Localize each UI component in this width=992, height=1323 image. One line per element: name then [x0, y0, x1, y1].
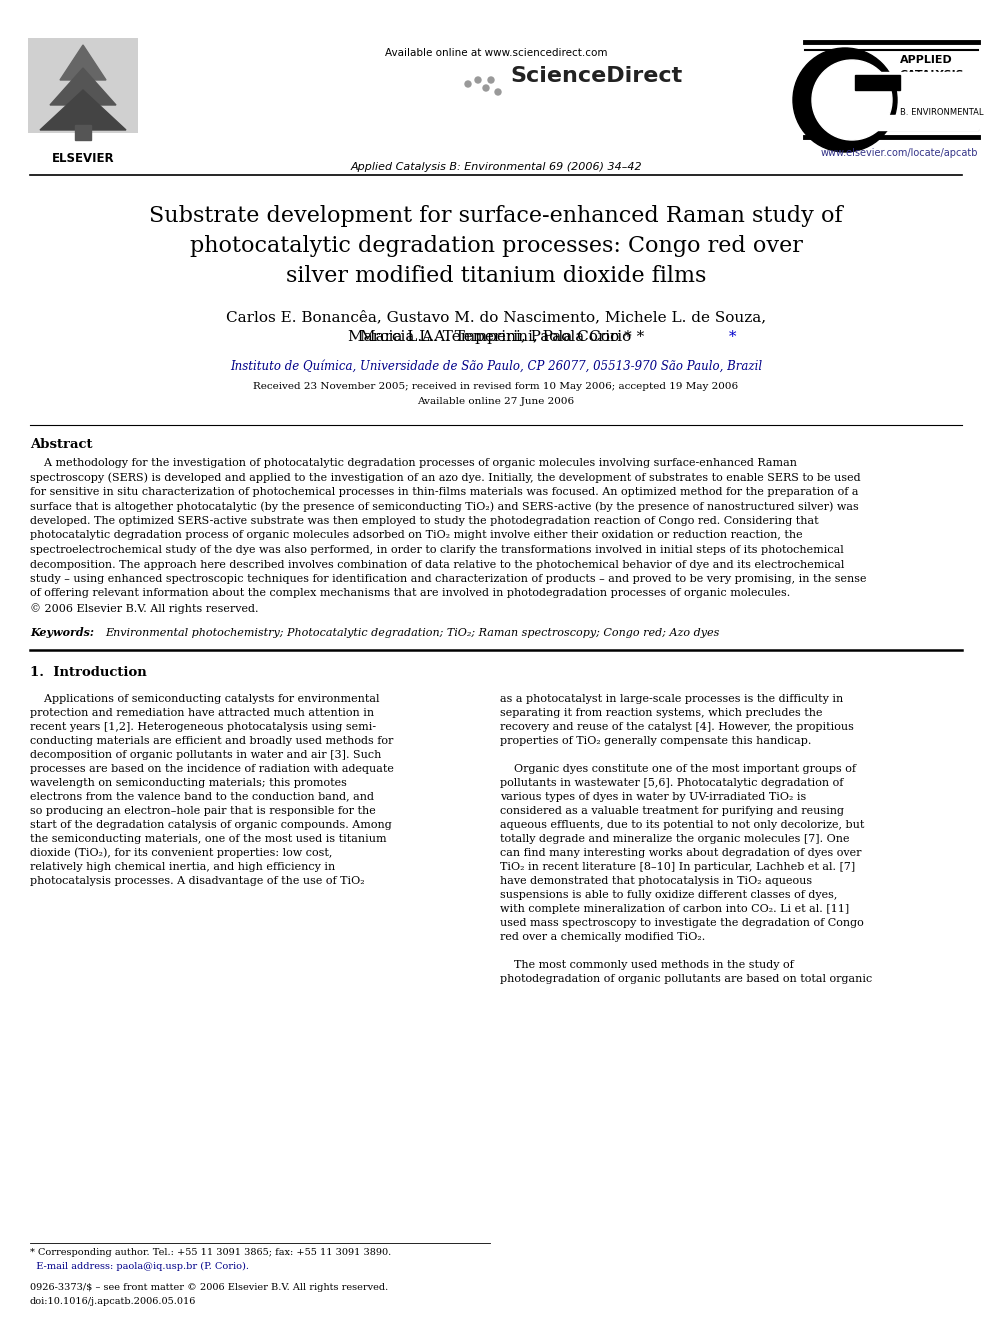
Text: ELSEVIER: ELSEVIER [52, 152, 114, 165]
Text: E-mail address: paola@iq.usp.br (P. Corio).: E-mail address: paola@iq.usp.br (P. Cori… [30, 1262, 249, 1271]
Text: The most commonly used methods in the study of: The most commonly used methods in the st… [500, 959, 794, 970]
Circle shape [812, 60, 892, 140]
Text: B. ENVIRONMENTAL: B. ENVIRONMENTAL [900, 108, 983, 116]
Text: wavelength on semiconducting materials; this promotes: wavelength on semiconducting materials; … [30, 778, 347, 787]
Text: for sensitive in situ characterization of photochemical processes in thin-films : for sensitive in situ characterization o… [30, 487, 858, 497]
Text: photocatalysis processes. A disadvantage of the use of TiO₂: photocatalysis processes. A disadvantage… [30, 876, 365, 885]
Text: ScienceDirect: ScienceDirect [510, 66, 682, 86]
Text: considered as a valuable treatment for purifying and reusing: considered as a valuable treatment for p… [500, 806, 844, 815]
Text: pollutants in wastewater [5,6]. Photocatalytic degradation of: pollutants in wastewater [5,6]. Photocat… [500, 778, 843, 787]
Text: various types of dyes in water by UV-irradiated TiO₂ is: various types of dyes in water by UV-irr… [500, 791, 806, 802]
Polygon shape [855, 75, 900, 90]
Text: decomposition. The approach here described involves combination of data relative: decomposition. The approach here describ… [30, 560, 844, 569]
Circle shape [793, 48, 897, 152]
Text: 1.  Introduction: 1. Introduction [30, 665, 147, 679]
Text: spectroelectrochemical study of the dye was also performed, in order to clarify : spectroelectrochemical study of the dye … [30, 545, 844, 556]
Text: as a photocatalyst in large-scale processes is the difficulty in: as a photocatalyst in large-scale proces… [500, 693, 843, 704]
Text: the semiconducting materials, one of the most used is titanium: the semiconducting materials, one of the… [30, 833, 387, 844]
Text: Environmental photochemistry; Photocatalytic degradation; TiO₂; Raman spectrosco: Environmental photochemistry; Photocatal… [105, 627, 719, 638]
Text: photocatalytic degradation process of organic molecules adsorbed on TiO₂ might i: photocatalytic degradation process of or… [30, 531, 803, 541]
Polygon shape [75, 124, 91, 140]
Text: developed. The optimized SERS-active substrate was then employed to study the ph: developed. The optimized SERS-active sub… [30, 516, 818, 527]
Text: red over a chemically modified TiO₂.: red over a chemically modified TiO₂. [500, 931, 705, 942]
Text: APPLIED: APPLIED [900, 56, 952, 65]
Text: silver modified titanium dioxide films: silver modified titanium dioxide films [286, 265, 706, 287]
Text: so producing an electron–hole pair that is responsible for the: so producing an electron–hole pair that … [30, 806, 376, 815]
Text: Substrate development for surface-enhanced Raman study of: Substrate development for surface-enhanc… [149, 205, 843, 228]
Text: relatively high chemical inertia, and high efficiency in: relatively high chemical inertia, and hi… [30, 861, 335, 872]
Circle shape [465, 81, 471, 87]
Text: Available online at www.sciencedirect.com: Available online at www.sciencedirect.co… [385, 48, 607, 58]
Text: properties of TiO₂ generally compensate this handicap.: properties of TiO₂ generally compensate … [500, 736, 811, 745]
Text: photocatalytic degradation processes: Congo red over: photocatalytic degradation processes: Co… [189, 235, 803, 257]
Text: Available online 27 June 2006: Available online 27 June 2006 [418, 397, 574, 406]
Text: CATALYSIS: CATALYSIS [900, 70, 964, 79]
Circle shape [475, 77, 481, 83]
Text: recovery and reuse of the catalyst [4]. However, the propitious: recovery and reuse of the catalyst [4]. … [500, 721, 854, 732]
Text: with complete mineralization of carbon into CO₂. Li et al. [11]: with complete mineralization of carbon i… [500, 904, 849, 913]
Text: conducting materials are efficient and broadly used methods for: conducting materials are efficient and b… [30, 736, 394, 745]
Text: Marcia L.A. Temperini, Paola Corio: Marcia L.A. Temperini, Paola Corio [360, 329, 632, 344]
Polygon shape [40, 90, 126, 130]
Text: www.elsevier.com/locate/apcatb: www.elsevier.com/locate/apcatb [820, 148, 978, 157]
Circle shape [483, 85, 489, 91]
Text: electrons from the valence band to the conduction band, and: electrons from the valence band to the c… [30, 791, 374, 802]
Text: TiO₂ in recent literature [8–10] In particular, Lachheb et al. [7]: TiO₂ in recent literature [8–10] In part… [500, 861, 855, 872]
Text: A methodology for the investigation of photocatalytic degradation processes of o: A methodology for the investigation of p… [30, 458, 797, 468]
Text: Applied Catalysis B: Environmental 69 (2006) 34–42: Applied Catalysis B: Environmental 69 (2… [350, 161, 642, 172]
Text: suspensions is able to fully oxidize different classes of dyes,: suspensions is able to fully oxidize dif… [500, 889, 837, 900]
Text: Instituto de Química, Universidade de São Paulo, CP 26077, 05513-970 São Paulo, : Instituto de Química, Universidade de Sã… [230, 360, 762, 373]
Text: separating it from reaction systems, which precludes the: separating it from reaction systems, whi… [500, 708, 822, 717]
Text: 0926-3373/$ – see front matter © 2006 Elsevier B.V. All rights reserved.: 0926-3373/$ – see front matter © 2006 El… [30, 1283, 388, 1293]
Polygon shape [50, 67, 116, 105]
Text: Received 23 November 2005; received in revised form 10 May 2006; accepted 19 May: Received 23 November 2005; received in r… [253, 382, 739, 392]
Text: surface that is altogether photocatalytic (by the presence of semiconducting TiO: surface that is altogether photocatalyti… [30, 501, 859, 512]
Text: Applications of semiconducting catalysts for environmental: Applications of semiconducting catalysts… [30, 693, 380, 704]
Text: totally degrade and mineralize the organic molecules [7]. One: totally degrade and mineralize the organ… [500, 833, 849, 844]
Text: study – using enhanced spectroscopic techniques for identification and character: study – using enhanced spectroscopic tec… [30, 574, 866, 583]
Text: Keywords:: Keywords: [30, 627, 94, 639]
Text: dioxide (TiO₂), for its convenient properties: low cost,: dioxide (TiO₂), for its convenient prope… [30, 848, 332, 859]
Bar [28, 38, 138, 134]
Polygon shape [845, 71, 978, 85]
Text: Abstract: Abstract [30, 438, 92, 451]
Text: protection and remediation have attracted much attention in: protection and remediation have attracte… [30, 708, 374, 717]
Text: of offering relevant information about the complex mechanisms that are involved : of offering relevant information about t… [30, 589, 791, 598]
Text: used mass spectroscopy to investigate the degradation of Congo: used mass spectroscopy to investigate th… [500, 917, 864, 927]
Text: start of the degradation catalysis of organic compounds. Among: start of the degradation catalysis of or… [30, 819, 392, 830]
Polygon shape [845, 115, 978, 130]
Polygon shape [60, 45, 106, 79]
Text: can find many interesting works about degradation of dyes over: can find many interesting works about de… [500, 848, 861, 857]
Text: aqueous effluents, due to its potential to not only decolorize, but: aqueous effluents, due to its potential … [500, 819, 864, 830]
Circle shape [488, 77, 494, 83]
Text: Carlos E. Bonancêa, Gustavo M. do Nascimento, Michele L. de Souza,: Carlos E. Bonancêa, Gustavo M. do Nascim… [226, 310, 766, 324]
Text: processes are based on the incidence of radiation with adequate: processes are based on the incidence of … [30, 763, 394, 774]
Text: * Corresponding author. Tel.: +55 11 3091 3865; fax: +55 11 3091 3890.: * Corresponding author. Tel.: +55 11 309… [30, 1248, 391, 1257]
Text: Organic dyes constitute one of the most important groups of: Organic dyes constitute one of the most … [500, 763, 856, 774]
Circle shape [495, 89, 501, 95]
Text: photodegradation of organic pollutants are based on total organic: photodegradation of organic pollutants a… [500, 974, 872, 983]
Text: spectroscopy (SERS) is developed and applied to the investigation of an azo dye.: spectroscopy (SERS) is developed and app… [30, 472, 861, 483]
Text: doi:10.1016/j.apcatb.2006.05.016: doi:10.1016/j.apcatb.2006.05.016 [30, 1297, 196, 1306]
Text: *: * [724, 329, 736, 344]
Text: recent years [1,2]. Heterogeneous photocatalysis using semi-: recent years [1,2]. Heterogeneous photoc… [30, 721, 376, 732]
Text: Marcia L.A. Temperini, Paola Corio * *: Marcia L.A. Temperini, Paola Corio * * [348, 329, 644, 344]
Text: decomposition of organic pollutants in water and air [3]. Such: decomposition of organic pollutants in w… [30, 750, 381, 759]
Text: © 2006 Elsevier B.V. All rights reserved.: © 2006 Elsevier B.V. All rights reserved… [30, 603, 259, 614]
Text: have demonstrated that photocatalysis in TiO₂ aqueous: have demonstrated that photocatalysis in… [500, 876, 812, 885]
